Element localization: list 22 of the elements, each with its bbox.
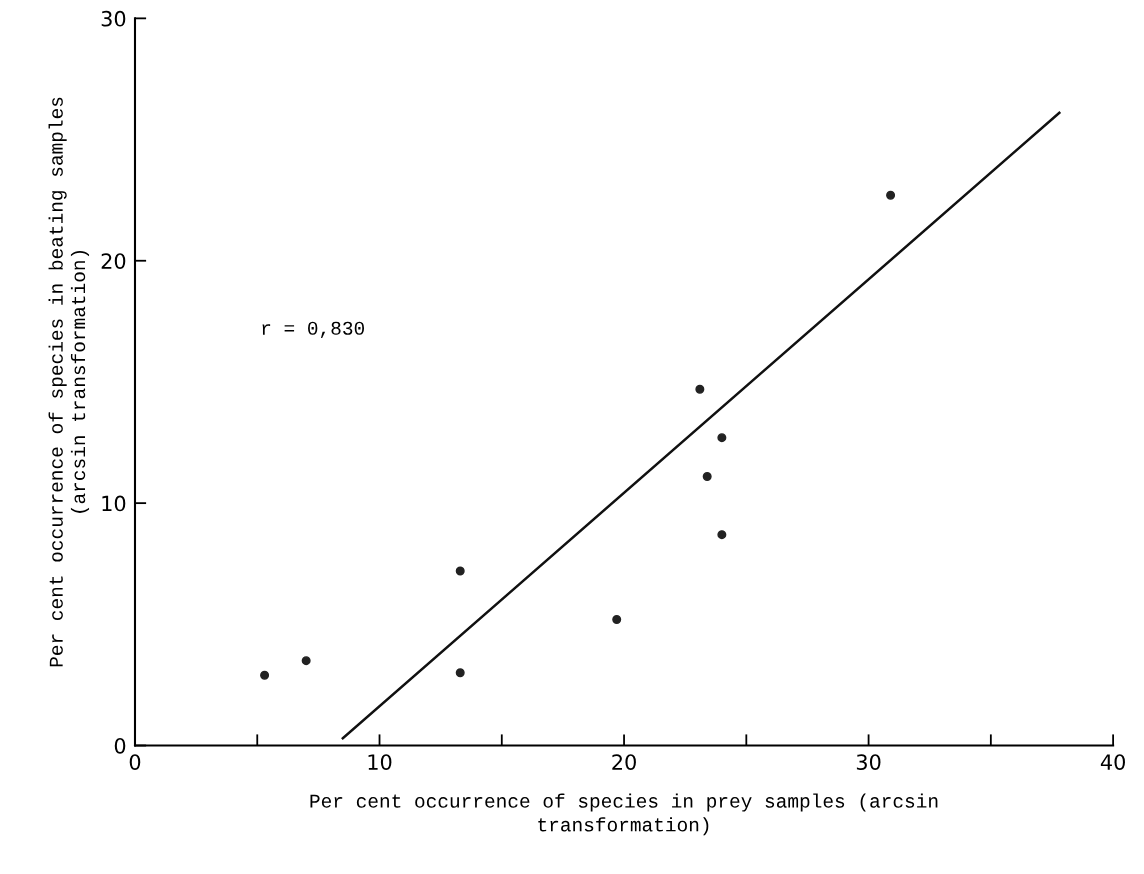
x-tick-label: 10 xyxy=(368,754,392,770)
x-tick-label: 30 xyxy=(856,754,881,770)
point xyxy=(260,670,270,680)
point xyxy=(612,614,622,624)
point xyxy=(717,530,727,540)
y-tick-label: 30 xyxy=(101,10,126,27)
y-tick-label: 20 xyxy=(101,253,126,269)
point xyxy=(455,668,465,678)
x-tick-label: 40 xyxy=(1100,754,1125,770)
point xyxy=(717,433,727,443)
y-axis-title: Per cent occurrence of species in beating samples (arcsin transformation) xyxy=(48,97,90,667)
point xyxy=(455,566,465,576)
y-tick-label: 0 xyxy=(114,737,126,754)
x-tick-label: 0 xyxy=(129,754,141,770)
x-tick-label: 20 xyxy=(612,754,636,770)
point xyxy=(886,190,896,200)
point xyxy=(702,471,712,481)
point xyxy=(301,656,311,666)
point xyxy=(695,384,705,394)
y-tick-label: 10 xyxy=(102,495,126,512)
x-axis-title: Per cent occurrence of species in prey samples (arcsin transformation) xyxy=(310,793,938,836)
annotation: r = 0,830 xyxy=(262,321,365,339)
